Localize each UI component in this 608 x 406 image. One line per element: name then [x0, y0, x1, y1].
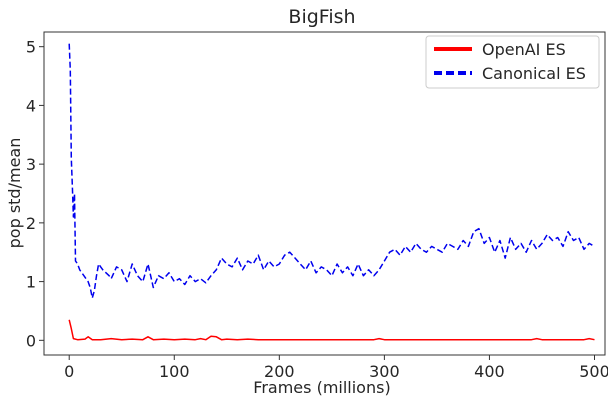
y-tick-label: 2 [26, 214, 36, 233]
x-tick-label: 100 [159, 362, 190, 381]
y-tick-label: 1 [26, 273, 36, 292]
x-tick-label: 300 [369, 362, 400, 381]
legend-label: Canonical ES [482, 64, 586, 83]
y-axis-label: pop std/mean [5, 138, 24, 249]
x-tick-label: 200 [264, 362, 295, 381]
y-tick-label: 4 [26, 96, 36, 115]
legend-label: OpenAI ES [482, 40, 566, 59]
y-tick-label: 3 [26, 155, 36, 174]
x-tick-label: 0 [64, 362, 74, 381]
x-axis: 0 100 200 300 400 500 [64, 355, 608, 381]
y-tick-label: 0 [26, 331, 36, 350]
x-tick-label: 400 [474, 362, 505, 381]
series-layer [68, 43, 595, 341]
chart-title: BigFish [288, 6, 355, 28]
plot-area-frame [43, 31, 606, 356]
series-line-canonical-es [68, 43, 595, 299]
x-tick-label: 500 [579, 362, 608, 381]
series-line-openai-es [68, 319, 595, 341]
y-axis: 0 1 2 3 4 5 [26, 38, 44, 350]
legend: OpenAI ES Canonical ES [425, 35, 600, 89]
y-tick-label: 5 [26, 38, 36, 57]
x-axis-label: Frames (millions) [253, 378, 390, 397]
